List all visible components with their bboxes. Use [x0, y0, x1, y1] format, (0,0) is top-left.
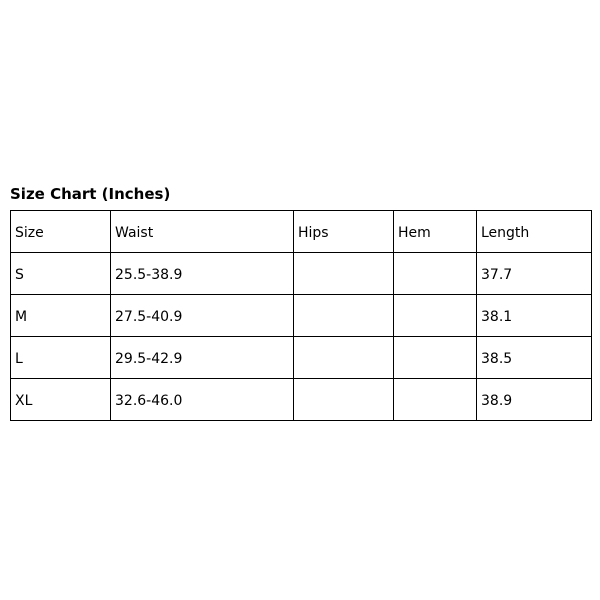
header-hips: Hips	[293, 210, 394, 253]
cell-hem	[393, 336, 477, 379]
cell-hips	[293, 294, 394, 337]
cell-hem	[393, 252, 477, 295]
header-size: Size	[10, 210, 111, 253]
table-row: S 25.5-38.9 37.7	[10, 252, 592, 295]
cell-hips	[293, 378, 394, 421]
cell-waist: 25.5-38.9	[110, 252, 294, 295]
cell-hem	[393, 378, 477, 421]
cell-size: XL	[10, 378, 111, 421]
header-length: Length	[476, 210, 592, 253]
cell-size: S	[10, 252, 111, 295]
size-chart-title: Size Chart (Inches)	[10, 185, 171, 203]
cell-length: 37.7	[476, 252, 592, 295]
table-row: XL 32.6-46.0 38.9	[10, 378, 592, 421]
cell-waist: 29.5-42.9	[110, 336, 294, 379]
cell-hips	[293, 336, 394, 379]
cell-length: 38.1	[476, 294, 592, 337]
cell-hips	[293, 252, 394, 295]
header-waist: Waist	[110, 210, 294, 253]
table-row: L 29.5-42.9 38.5	[10, 336, 592, 379]
table-header-row: Size Waist Hips Hem Length	[10, 210, 592, 253]
header-hem: Hem	[393, 210, 477, 253]
size-chart-table: Size Waist Hips Hem Length S 25.5-38.9 3…	[10, 210, 592, 421]
cell-size: L	[10, 336, 111, 379]
cell-waist: 32.6-46.0	[110, 378, 294, 421]
cell-length: 38.9	[476, 378, 592, 421]
cell-hem	[393, 294, 477, 337]
cell-waist: 27.5-40.9	[110, 294, 294, 337]
table-row: M 27.5-40.9 38.1	[10, 294, 592, 337]
cell-length: 38.5	[476, 336, 592, 379]
cell-size: M	[10, 294, 111, 337]
